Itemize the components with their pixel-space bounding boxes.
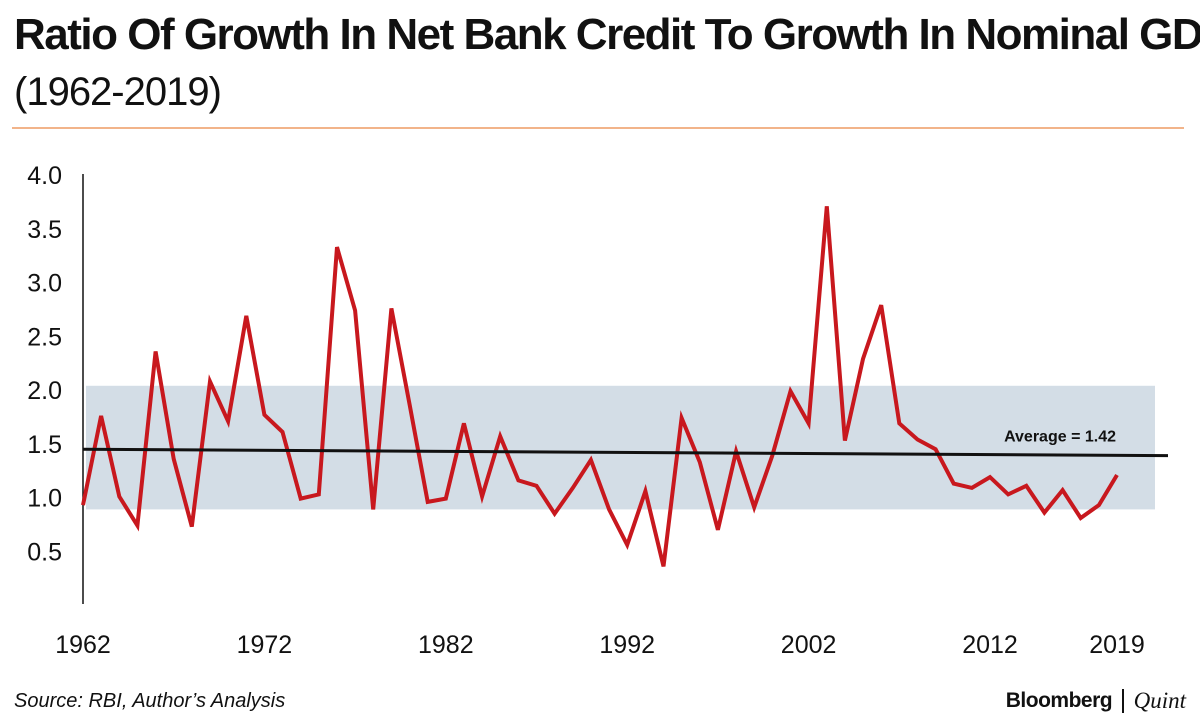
brand-separator [1122, 689, 1124, 713]
chart-subtitle: (1962-2019) [14, 70, 222, 114]
brand-quint: Quint [1133, 688, 1186, 713]
y-tick-label: 1.5 [27, 431, 62, 459]
x-tick-label: 2019 [1089, 631, 1145, 659]
range-band [86, 385, 1155, 510]
brand-logo: Bloomberg Quint [1006, 688, 1186, 714]
y-tick-label: 2.5 [27, 323, 62, 351]
source-note: Source: RBI, Author’s Analysis [14, 690, 286, 712]
line-chart: 4.0 3.5 3.0 2.5 2.0 1.5 1.0 0.5 1962 1972 1982 1992… [27, 162, 1169, 659]
y-tick-label: 1.0 [27, 485, 62, 513]
chart-title: Ratio Of Growth In Net Bank Credit To Gr… [14, 10, 1200, 59]
average-label: Average = 1.42 [1004, 429, 1116, 446]
x-tick-label: 2012 [962, 631, 1018, 659]
series-line [81, 206, 1119, 567]
y-tick-label: 0.5 [27, 538, 62, 566]
brand-bloomberg: Bloomberg [1005, 689, 1113, 712]
x-tick-label: 1982 [418, 631, 474, 659]
x-tick-label: 2002 [781, 631, 837, 659]
x-tick-label: 1992 [599, 631, 655, 659]
title-divider [12, 127, 1184, 129]
y-tick-label: 2.0 [27, 377, 62, 405]
y-tick-label: 3.0 [27, 270, 62, 298]
x-tick-label: 1972 [237, 631, 293, 659]
y-tick-label: 4.0 [27, 162, 62, 190]
y-tick-label: 3.5 [27, 216, 62, 244]
x-tick-label: 1962 [55, 631, 111, 659]
average-line [82, 447, 1169, 458]
